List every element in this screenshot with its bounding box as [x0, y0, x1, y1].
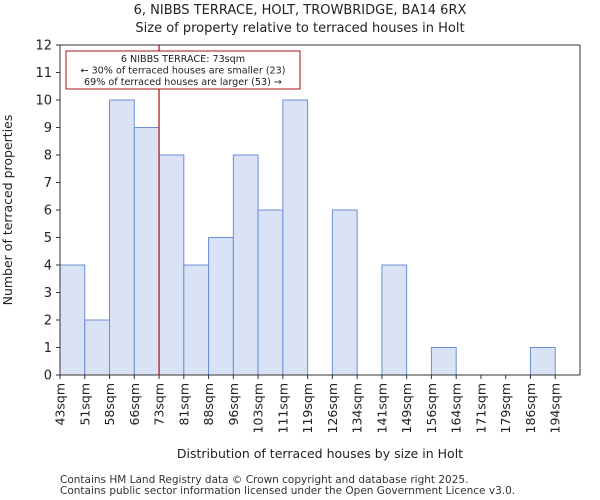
x-tick-label: 179sqm: [498, 383, 513, 433]
x-tick-label: 58sqm: [102, 383, 117, 426]
y-tick-label: 5: [44, 231, 52, 246]
x-tick-label: 141sqm: [374, 383, 389, 433]
x-tick-label: 126sqm: [325, 383, 340, 433]
x-tick-label: 81sqm: [176, 383, 191, 426]
chart-subtitle: Size of property relative to terraced ho…: [135, 21, 465, 36]
x-tick-label: 134sqm: [350, 383, 365, 433]
y-tick-label: 4: [44, 259, 52, 274]
y-tick-label: 7: [44, 176, 52, 191]
y-tick-label: 10: [35, 94, 52, 109]
y-tick-label: 6: [44, 204, 52, 219]
x-tick-label: 66sqm: [127, 383, 142, 426]
bar-111sqm: [282, 99, 309, 376]
bar-96sqm: [232, 154, 259, 376]
y-tick-label: 1: [44, 341, 52, 356]
y-tick-label: 2: [44, 314, 52, 329]
x-tick-label: 43sqm: [53, 383, 68, 426]
bar-156sqm: [430, 347, 457, 376]
y-tick-label: 8: [44, 149, 52, 164]
bar-141sqm: [381, 264, 408, 376]
x-tick-label: 119sqm: [300, 383, 315, 433]
bar-51sqm: [84, 319, 111, 376]
y-tick-label: 9: [44, 121, 52, 136]
x-tick-label: 186sqm: [523, 383, 538, 433]
bar-81sqm: [183, 264, 210, 376]
bar-66sqm: [133, 127, 160, 376]
y-tick-label: 12: [35, 39, 52, 54]
bar-126sqm: [331, 209, 358, 376]
x-tick-label: 96sqm: [226, 383, 241, 426]
x-tick-label: 156sqm: [424, 383, 439, 433]
bar-73sqm: [158, 154, 185, 376]
x-tick-label: 164sqm: [449, 383, 464, 433]
chart-title: 6, NIBBS TERRACE, HOLT, TROWBRIDGE, BA14…: [133, 3, 467, 18]
y-axis-label: Number of terraced properties: [0, 115, 15, 306]
y-tick-label: 3: [44, 286, 52, 301]
bar-88sqm: [208, 237, 234, 376]
x-tick-label: 51sqm: [77, 383, 92, 426]
bar-58sqm: [109, 99, 135, 376]
annotation-box: [65, 50, 301, 90]
annotation-line-1: 6 NIBBS TERRACE: 73sqm: [121, 54, 245, 65]
bar-103sqm: [257, 209, 284, 376]
x-tick-label: 171sqm: [473, 383, 488, 433]
footer-copyright: Contains HM Land Registry data © Crown c…: [60, 474, 469, 486]
x-tick-label: 73sqm: [152, 383, 167, 426]
x-axis-label: Distribution of terraced houses by size …: [177, 446, 463, 461]
y-tick-label: 11: [35, 66, 52, 81]
x-tick-label: 103sqm: [251, 383, 266, 433]
x-tick-label: 194sqm: [548, 383, 563, 433]
annotation-line-2: ← 30% of terraced houses are smaller (23…: [80, 66, 285, 77]
bar-43sqm: [59, 264, 86, 376]
footer-licence: Contains public sector information licen…: [60, 485, 516, 497]
bar-186sqm: [529, 347, 556, 376]
x-tick-label: 111sqm: [275, 383, 290, 433]
y-tick-label: 0: [44, 369, 52, 384]
x-tick-label: 149sqm: [399, 383, 414, 433]
x-tick-label: 88sqm: [201, 383, 216, 426]
annotation-line-3: 69% of terraced houses are larger (53) →: [84, 77, 282, 88]
